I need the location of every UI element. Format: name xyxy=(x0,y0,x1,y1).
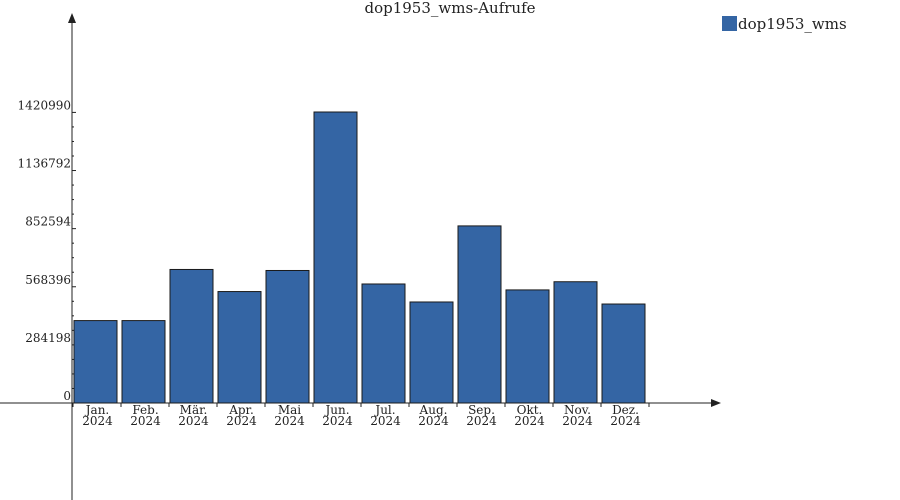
y-tick-label: 0 xyxy=(63,389,71,403)
x-tick-label-month: Mär. xyxy=(180,403,208,417)
y-tick-label: 852594 xyxy=(25,215,71,229)
x-tick-label-year: 2024 xyxy=(274,414,305,428)
x-tick-label-year: 2024 xyxy=(178,414,209,428)
x-axis-arrow-icon xyxy=(711,399,721,407)
y-tick-label: 568396 xyxy=(25,273,71,287)
y-axis-arrow-icon xyxy=(68,13,76,23)
bar xyxy=(361,283,406,404)
x-tick-label-year: 2024 xyxy=(418,414,449,428)
y-tick-label: 284198 xyxy=(25,331,71,345)
bar xyxy=(217,291,262,404)
y-tick-label: 1420990 xyxy=(18,98,71,112)
x-tick-label-month: Okt. xyxy=(517,403,543,417)
bar xyxy=(265,269,310,404)
legend-label: dop1953_wms xyxy=(738,15,847,33)
x-tick-label-year: 2024 xyxy=(370,414,401,428)
x-ticks: Jan.2024Feb.2024Mär.2024Apr.2024Mai2024J… xyxy=(72,403,650,428)
x-tick-label-month: Jul. xyxy=(373,403,395,417)
bar xyxy=(409,301,454,404)
x-tick-label-year: 2024 xyxy=(130,414,161,428)
x-tick-label-year: 2024 xyxy=(82,414,113,428)
bar xyxy=(505,289,550,404)
x-tick-label-month: Apr. xyxy=(228,403,254,417)
x-tick-label-month: Feb. xyxy=(132,403,158,417)
x-tick-label-month: Sep. xyxy=(468,403,495,417)
x-tick-label-month: Nov. xyxy=(564,403,591,417)
x-tick-label-year: 2024 xyxy=(226,414,257,428)
bar xyxy=(553,281,598,404)
x-tick-label-month: Aug. xyxy=(419,403,448,417)
x-tick-label-year: 2024 xyxy=(562,414,593,428)
bar xyxy=(169,268,214,404)
x-tick-label-year: 2024 xyxy=(322,414,353,428)
bar xyxy=(457,225,502,404)
x-tick-label-month: Dez. xyxy=(612,403,639,417)
y-tick-label: 1136792 xyxy=(18,157,71,171)
bar xyxy=(73,320,118,404)
x-tick-label-year: 2024 xyxy=(514,414,545,428)
legend-swatch xyxy=(722,16,737,31)
bars xyxy=(73,111,646,404)
x-tick-label-year: 2024 xyxy=(610,414,641,428)
bar xyxy=(313,111,358,404)
bar xyxy=(121,320,166,404)
x-tick-label-month: Jun. xyxy=(323,403,349,417)
chart-title: dop1953_wms-Aufrufe xyxy=(364,0,535,17)
x-tick-label-year: 2024 xyxy=(466,414,497,428)
x-tick-label-month: Jan. xyxy=(84,403,110,417)
x-tick-label-month: Mai xyxy=(278,403,301,417)
y-ticks: 0 284198 568396 852594 1136792 1420990 xyxy=(18,98,76,404)
legend: dop1953_wms xyxy=(722,15,847,33)
bar xyxy=(601,303,646,404)
